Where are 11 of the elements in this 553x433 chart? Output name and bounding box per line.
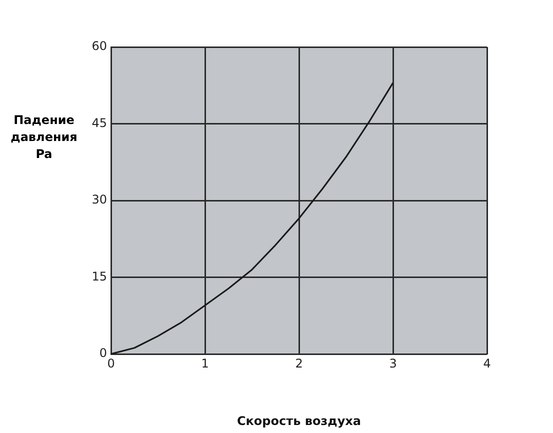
- y-tick-label: 0: [99, 346, 107, 360]
- x-tick-label: 4: [483, 356, 491, 370]
- x-tick-label: 2: [295, 356, 303, 370]
- y-axis-title: Падение давления Pa: [10, 112, 78, 163]
- x-tick-label: 3: [389, 356, 397, 370]
- x-axis-title: Скорость воздуха: [236, 414, 362, 428]
- y-tick-label: 60: [92, 39, 107, 54]
- x-tick-label: 1: [201, 356, 209, 370]
- y-tick-label: 30: [92, 192, 107, 207]
- y-tick-label: 15: [92, 269, 107, 284]
- y-tick-label: 45: [92, 116, 107, 130]
